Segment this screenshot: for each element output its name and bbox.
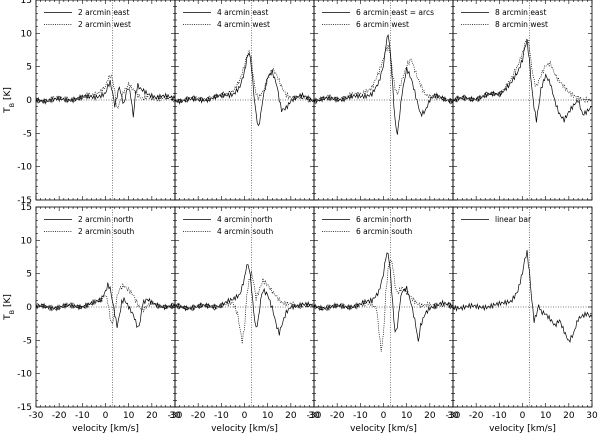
panel-6-series-2 [174,271,315,344]
panel-7-xtick-label: 30 [447,411,459,421]
panel-3-legend-label-1: 6 arcmin east = arcs [356,8,434,17]
panel-7-legend-label-2: 6 arcmin south [356,227,413,236]
panel-5-xtick-label: 30 [169,411,181,421]
panel-2-legend-label-1: 4 arcmin east [217,8,268,17]
panel-4-legend-label-1: 8 arcmin east [495,8,546,17]
panel-6-xtick-label: 0 [242,411,248,421]
panel-5-xlabel: velocity [km/s] [72,424,139,434]
panel-5-xtick-label: -20 [52,411,67,421]
panel-5-ytick-label: -5 [23,336,32,346]
panel-5-ytick-label: 15 [21,203,32,213]
panel-5-legend-label-1: 2 arcmin north [78,215,134,224]
panel-1-series-2 [35,73,176,109]
panel-7-xtick-label: -10 [353,411,368,421]
panel-6-xtick-label: -20 [191,411,206,421]
panel-7-legend-label-1: 6 arcmin north [356,215,412,224]
panel-1-series-1 [35,80,176,118]
panel-5-series-1 [35,282,176,329]
panel-5-xtick-label: -30 [29,411,44,421]
panel-5-ytick-label: 5 [26,270,32,280]
panel-8-xtick-label: -10 [492,411,507,421]
panel-4-legend-label-2: 8 arcmin west [495,20,548,29]
panel-1-ytick-label: 15 [21,0,32,6]
panel-5-ytick-label: 0 [26,303,32,313]
panel-7-xtick-label: 10 [401,411,413,421]
panel-1-legend-label-2: 2 arcmin west [78,20,131,29]
panel-8-xtick-label: -30 [446,411,461,421]
panel-6-series-1 [174,264,315,336]
panel-5-xtick-label: 0 [103,411,109,421]
panel-2-series-2 [174,49,315,105]
panel-1-ytick-label: -15 [17,196,32,206]
panel-5-xtick-label: 20 [146,411,158,421]
panel-6-xtick-label: 30 [308,411,320,421]
panel-6-xtick-label: 20 [285,411,297,421]
panel-6-xlabel: velocity [km/s] [211,424,278,434]
panel-8-xtick-label: 10 [540,411,552,421]
panel-1-ytick-label: -5 [23,129,32,139]
panel-4-series-2 [452,38,593,104]
panel-8-xtick-label: 20 [563,411,575,421]
panel-7-xlabel: velocity [km/s] [350,424,417,434]
panel-3-legend-label-2: 6 arcmin west [356,20,409,29]
panel-8-xtick-label: 30 [586,411,598,421]
panel-7-xtick-label: 20 [424,411,436,421]
panel-1-ytick-label: 10 [21,29,33,39]
panel-7-xtick-label: -20 [330,411,345,421]
panel-6-legend-label-1: 4 arcmin north [217,215,273,224]
panel-8-xtick-label: -20 [469,411,484,421]
panel-8-xlabel: velocity [km/s] [489,424,556,434]
panel-5-ytick-label: -15 [17,403,32,413]
panel-5-ytick-label: -10 [17,370,32,380]
panel-7-xtick-label: 0 [381,411,387,421]
panel-6-xtick-label: -30 [168,411,183,421]
panel-3-series-2 [313,44,454,105]
bottom-ylabel: TB [K] [3,294,16,321]
panel-1-ytick-label: -10 [17,163,32,173]
panel-1-legend-label-1: 2 arcmin east [78,8,129,17]
panel-5-ytick-label: 10 [21,236,33,246]
panel-7-series-2 [313,259,454,353]
panel-7-series-1 [313,252,454,342]
panel-1-ytick-label: 5 [26,63,32,73]
panel-4-series-1 [452,39,593,123]
panel-7-xtick-label: -30 [307,411,322,421]
panel-3-series-1 [313,33,454,135]
panel-6-xtick-label: -10 [214,411,229,421]
panel-6-legend-label-2: 4 arcmin south [217,227,274,236]
panel-6-xtick-label: 10 [262,411,274,421]
panel-8-xtick-label: 0 [520,411,526,421]
panel-5-series-2 [35,283,176,325]
panel-5-xtick-label: 10 [123,411,135,421]
top-ylabel: TB [K] [3,87,16,114]
panel-5-legend-label-2: 2 arcmin south [78,227,135,236]
panel-1-ytick-label: 0 [26,96,32,106]
panel-8-legend-label-1: linear bar [495,215,532,224]
panel-2-series-1 [174,52,315,127]
panel-8-series-1 [452,250,593,344]
panel-2-legend-label-2: 4 arcmin west [217,20,270,29]
panel-5-xtick-label: -10 [75,411,90,421]
